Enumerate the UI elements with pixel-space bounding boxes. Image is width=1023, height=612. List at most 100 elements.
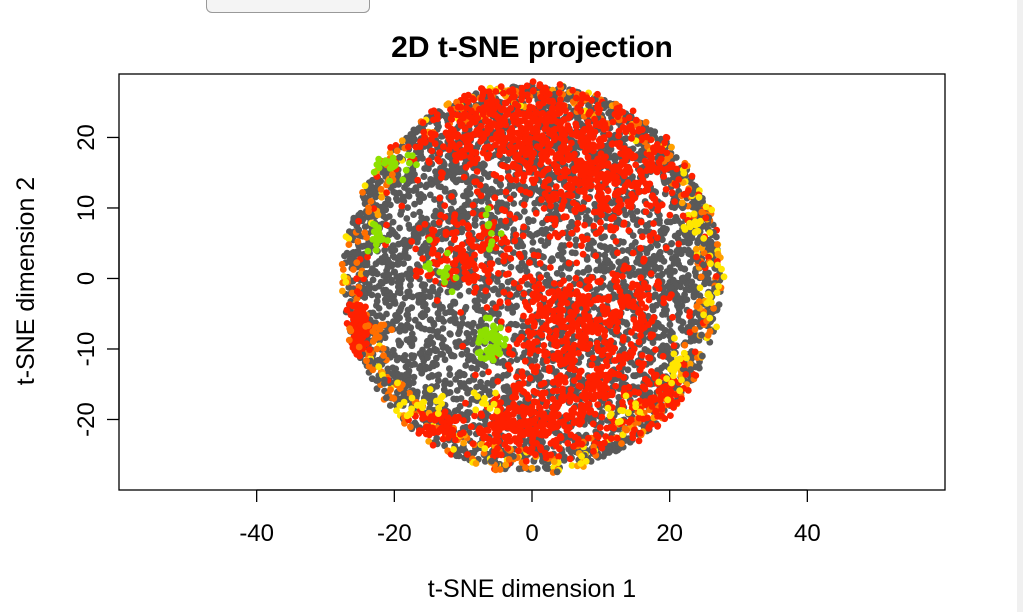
data-point [525,218,533,226]
data-point [537,160,544,168]
data-point [433,354,440,362]
data-point [509,93,517,101]
data-point [350,266,357,273]
data-point [373,297,381,305]
data-point [387,296,395,303]
data-point [532,185,539,193]
data-point [378,193,385,201]
data-point [411,360,418,368]
points-layer [338,78,728,476]
data-point [508,148,516,156]
data-point [458,350,466,358]
data-point [386,402,394,409]
data-point [653,319,661,327]
data-point [688,278,696,286]
data-point [466,121,473,129]
data-point [647,243,655,251]
data-point [678,199,686,207]
data-point [498,161,506,169]
data-point [504,110,512,118]
data-point [404,311,411,319]
data-point [488,457,495,465]
data-point [396,153,404,161]
data-point [700,311,707,319]
data-point [690,204,698,211]
data-point [394,170,402,178]
data-point [393,147,401,155]
data-point [513,356,521,363]
data-point [480,297,488,304]
data-point [663,225,670,233]
data-point [470,130,478,138]
data-point [568,462,576,469]
data-point [470,328,478,336]
vertical-scrollbar[interactable] [1017,0,1023,612]
data-point [416,350,424,357]
data-point [537,372,544,380]
data-point [642,118,650,126]
data-point [422,363,430,371]
data-point [482,421,489,428]
data-point [346,256,354,263]
toolbar-tab-stub[interactable] [206,0,370,13]
data-point [492,172,500,179]
data-point [481,169,488,177]
data-point [400,390,408,398]
data-point [395,308,403,316]
data-point [440,143,447,151]
data-point [438,315,446,323]
data-point [596,242,604,250]
data-point [518,157,526,164]
data-point [447,115,455,122]
data-point [416,365,423,372]
data-point [647,261,654,268]
data-point [395,180,402,188]
data-point [566,111,574,119]
data-point [509,86,516,93]
data-point [453,452,460,460]
data-point [696,292,704,299]
data-point [386,149,394,157]
data-point [680,274,687,282]
data-point [394,370,402,378]
data-point [389,252,397,260]
data-point [437,350,445,358]
data-point [460,173,468,181]
data-point [444,152,452,160]
data-point [365,208,373,216]
data-point [605,148,613,156]
data-point [692,245,700,253]
data-point [346,228,353,236]
data-point [400,260,407,267]
data-point [607,285,615,293]
data-point [447,205,455,213]
data-point [382,394,390,402]
data-point [370,205,378,212]
data-point [421,388,429,396]
data-point [421,286,428,294]
data-point [353,275,360,282]
data-point [446,308,453,316]
data-point [470,96,478,104]
data-point [473,168,481,175]
data-point [707,238,715,246]
data-point [602,433,610,440]
data-point [425,438,433,445]
data-point [415,126,422,134]
data-point [460,380,468,388]
data-point [433,178,441,185]
data-point [503,223,510,231]
data-point [355,217,362,225]
data-point [702,203,710,211]
data-point [416,198,424,206]
data-point [409,167,417,174]
data-point [441,442,448,450]
data-point [701,280,708,288]
data-point [410,373,418,381]
data-point [459,134,467,142]
data-point [380,286,387,294]
data-point [436,305,444,313]
data-point [605,449,613,456]
data-point [633,258,640,266]
data-point [521,349,528,357]
